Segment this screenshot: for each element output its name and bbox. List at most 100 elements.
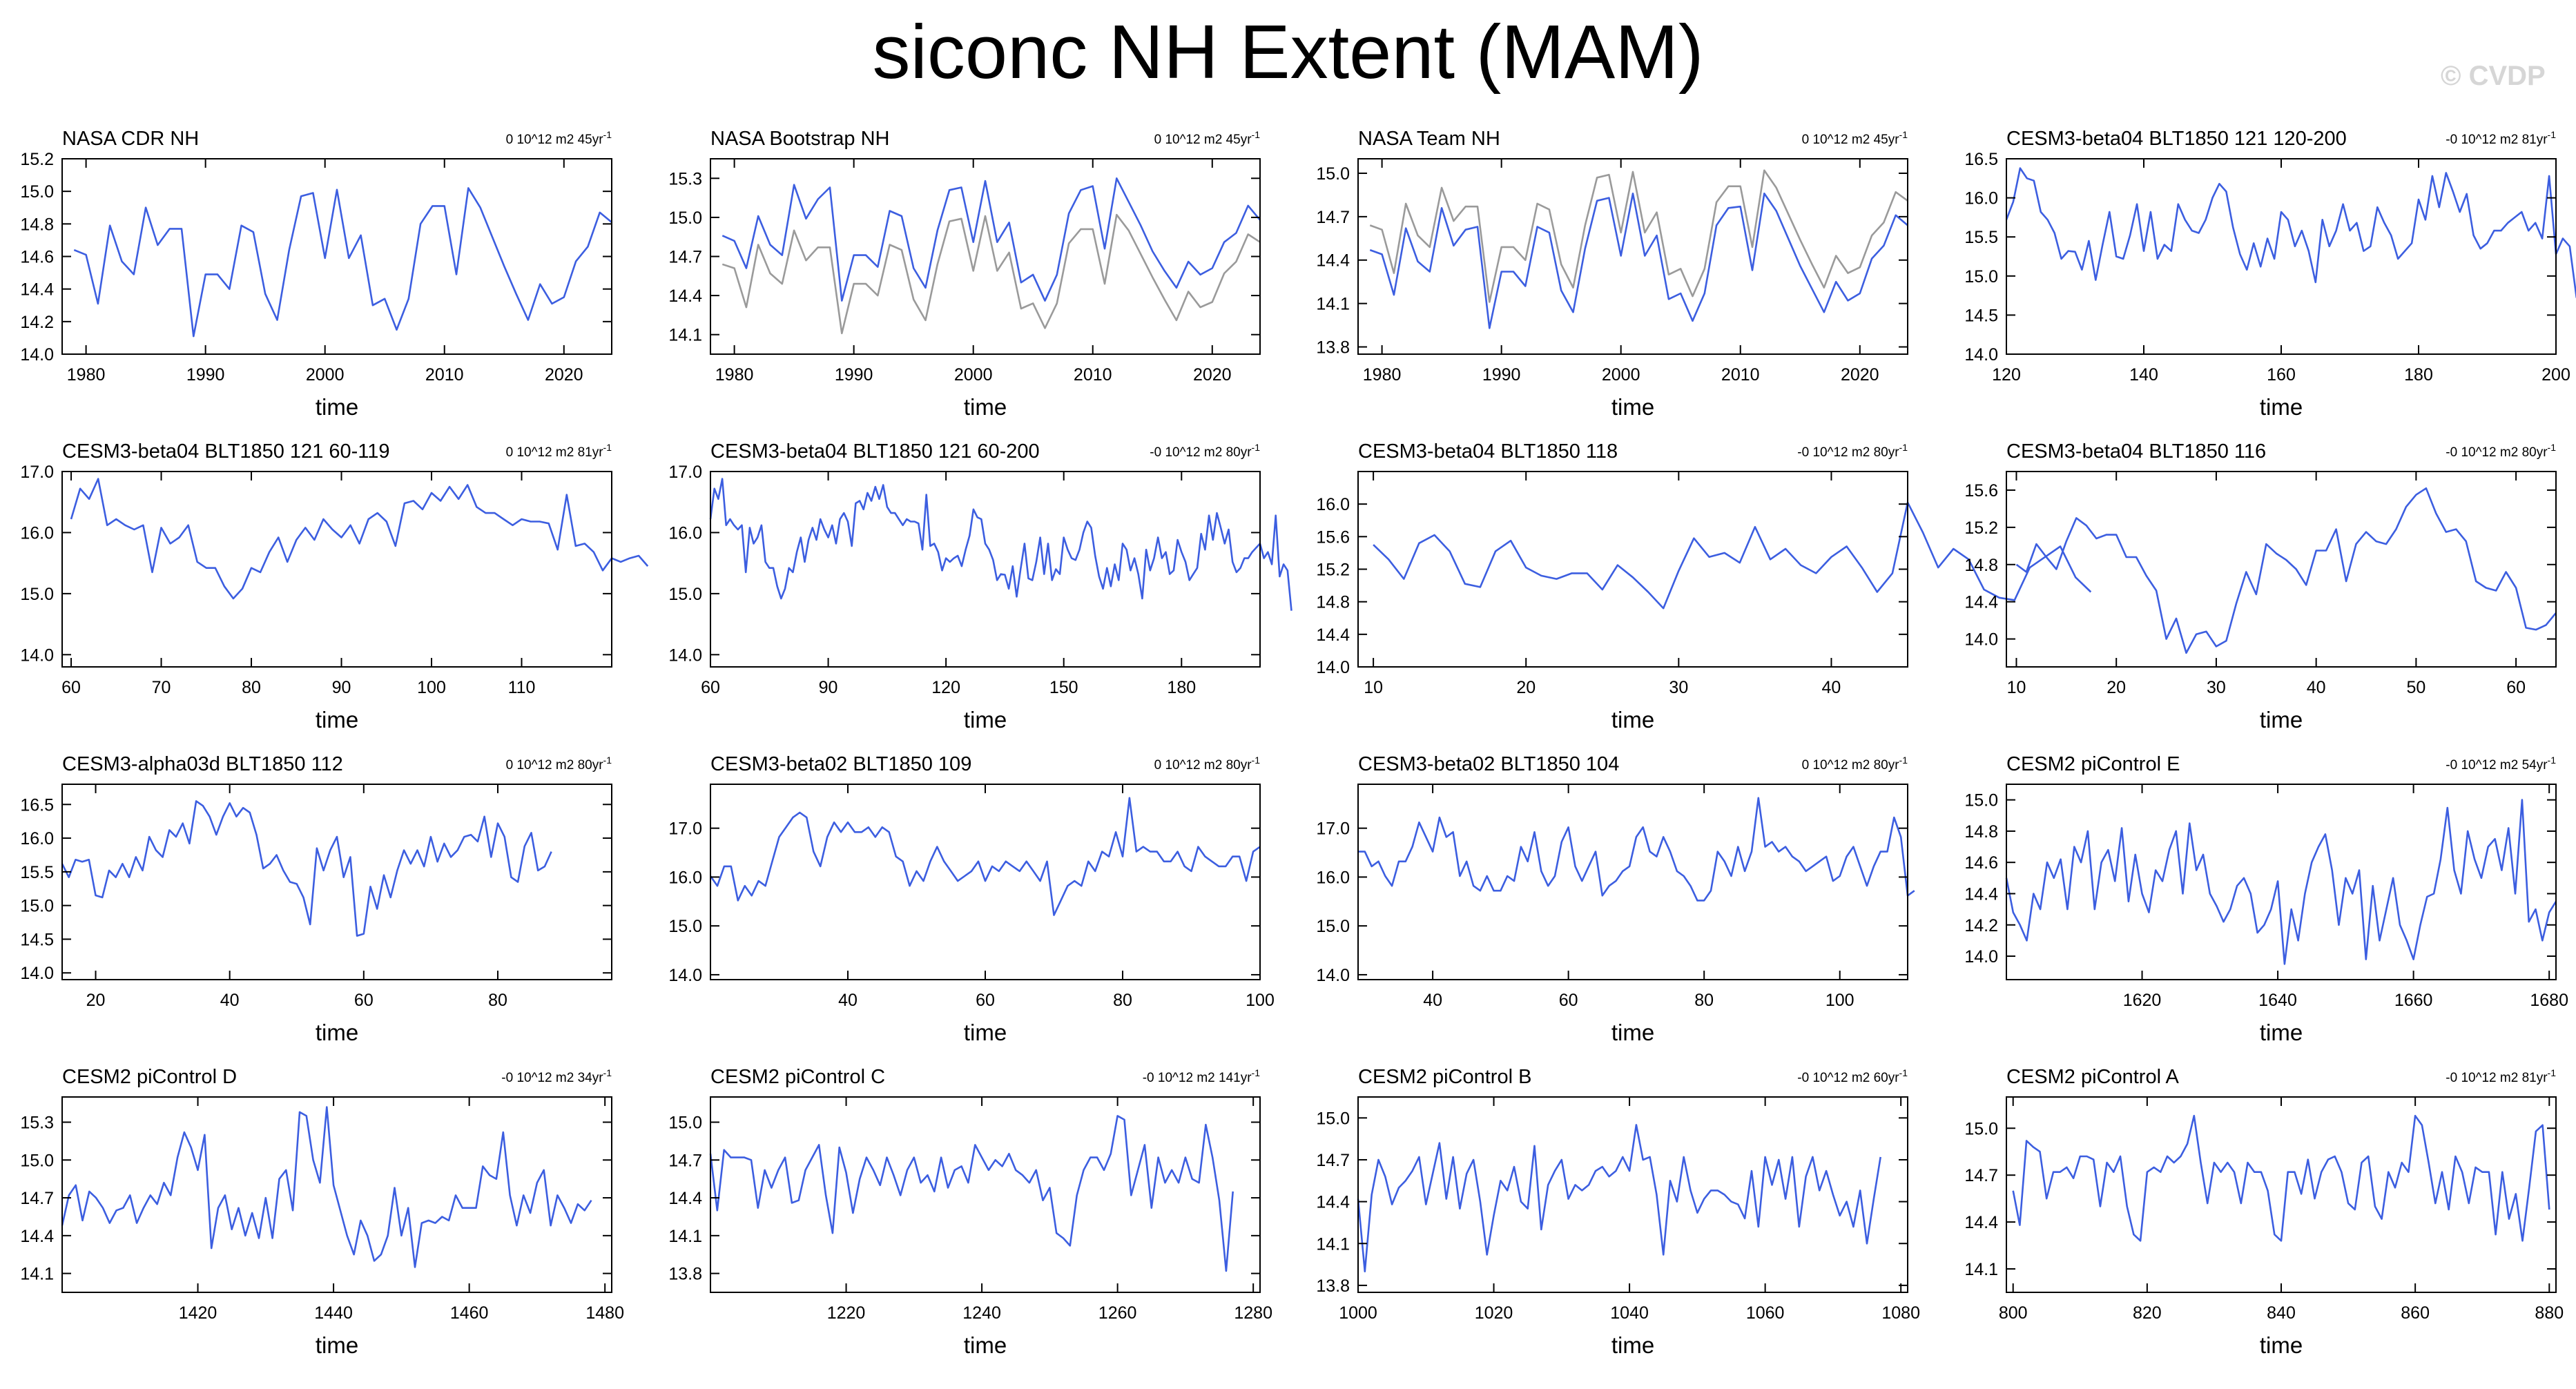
- x-tick-label: 60: [2506, 678, 2526, 697]
- panel-title: CESM3-beta04 BLT1850 121 120-200: [2006, 128, 2347, 150]
- chart-panel: 10 20 30 40 14.0 14.4 14.8 15.2 15.6 16.0 CESM3-be…: [1316, 440, 2092, 732]
- x-tick-label: 120: [931, 678, 960, 697]
- x-tick-label: 880: [2535, 1303, 2564, 1323]
- chart-panel: 40 60 80 100 14.0 15.0 16.0 17.0 CESM3-beta02 BL…: [668, 753, 1275, 1045]
- series-line: [709, 797, 1261, 916]
- series-line: [1373, 501, 2092, 610]
- y-tick-label: 14.1: [1316, 295, 1350, 314]
- x-tick-label: 100: [1826, 991, 1854, 1010]
- x-tick-label: 200: [2541, 365, 2570, 385]
- x-axis-label: time: [1611, 1020, 1654, 1045]
- panel-title: NASA CDR NH: [62, 128, 199, 150]
- y-tick-label: 14.4: [1316, 251, 1350, 271]
- x-tick-label: 140: [2129, 365, 2158, 385]
- y-tick-label: 15.0: [20, 182, 54, 202]
- x-tick-label: 2010: [425, 365, 464, 385]
- x-tick-label: 1080: [1881, 1303, 1920, 1323]
- x-tick-label: 20: [2107, 678, 2126, 697]
- chart-panel: 800 820 840 860 880 14.1 14.4 14.7 15.0 CESM2 piC…: [1964, 1066, 2564, 1358]
- y-tick-label: 16.5: [1964, 150, 1998, 169]
- y-tick-label: 13.8: [668, 1265, 702, 1284]
- y-tick-label: 16.0: [20, 829, 54, 848]
- x-tick-label: 80: [488, 991, 507, 1010]
- y-tick-label: 14.4: [1964, 1213, 1998, 1232]
- panel-title: CESM3-alpha03d BLT1850 112: [62, 753, 343, 775]
- plot-frame: [710, 1096, 1261, 1293]
- trend-label: -0 10^12 m2 80yr-1: [1797, 442, 1908, 460]
- trend-label: 0 10^12 m2 45yr-1: [1802, 129, 1908, 147]
- y-tick-label: 16.0: [1964, 189, 1998, 208]
- y-tick-label: 16.5: [20, 795, 54, 815]
- y-tick-label: 17.0: [668, 463, 702, 482]
- y-tick-label: 14.1: [1964, 1260, 1998, 1279]
- y-tick-label: 14.2: [20, 313, 54, 332]
- y-tick-label: 16.0: [20, 523, 54, 543]
- series-line: [61, 800, 552, 937]
- x-tick-label: 90: [819, 678, 838, 697]
- x-tick-label: 100: [417, 678, 446, 697]
- chart-panel: 120 140 160 180 200 14.0 14.5 15.0 15.5 16.0 16.5 C…: [1964, 128, 2576, 420]
- y-tick-label: 15.5: [20, 863, 54, 882]
- y-tick-label: 14.7: [668, 248, 702, 267]
- x-axis-label: time: [2260, 707, 2303, 732]
- y-tick-label: 14.0: [1964, 947, 1998, 967]
- x-tick-label: 840: [2267, 1303, 2296, 1323]
- x-tick-label: 40: [1423, 991, 1442, 1010]
- x-tick-label: 1260: [1098, 1303, 1137, 1323]
- x-tick-label: 1040: [1610, 1303, 1649, 1323]
- x-tick-label: 80: [1694, 991, 1714, 1010]
- panel-title: NASA Bootstrap NH: [710, 128, 890, 150]
- x-axis-label: time: [2260, 1332, 2303, 1358]
- x-axis-label: time: [964, 1020, 1007, 1045]
- panel-title: CESM3-beta04 BLT1850 121 60-200: [710, 440, 1040, 463]
- chart-panel: 1420 1440 1460 1480 14.1 14.4 14.7 15.0 15.3 CESM…: [20, 1066, 624, 1358]
- x-tick-label: 30: [1669, 678, 1688, 697]
- x-axis-label: time: [964, 707, 1007, 732]
- x-tick-label: 60: [1559, 991, 1578, 1010]
- x-axis-label: time: [316, 394, 358, 420]
- plot-frame: [2006, 784, 2557, 980]
- y-tick-label: 14.0: [1316, 966, 1350, 985]
- y-tick-label: 15.0: [20, 897, 54, 916]
- y-tick-label: 14.0: [1964, 630, 1998, 650]
- cvdp-watermark: © CVDP: [2441, 61, 2546, 91]
- panel-title: CESM3-beta04 BLT1850 118: [1358, 440, 1618, 463]
- series-line: [2015, 487, 2557, 654]
- x-tick-label: 20: [1516, 678, 1536, 697]
- y-tick-label: 15.2: [1964, 518, 1998, 538]
- x-tick-label: 1280: [1234, 1303, 1272, 1323]
- x-tick-label: 1680: [2530, 991, 2568, 1010]
- series-line: [709, 478, 1292, 611]
- chart-panel: 1000 1020 1040 1060 1080 13.8 14.1 14.4 14.7 15.0…: [1316, 1066, 1920, 1358]
- trend-label: 0 10^12 m2 80yr-1: [1802, 755, 1908, 773]
- x-tick-label: 2020: [1841, 365, 1879, 385]
- y-tick-label: 15.0: [1316, 917, 1350, 936]
- x-tick-label: 2000: [1602, 365, 1640, 385]
- x-tick-label: 2010: [1074, 365, 1112, 385]
- x-tick-label: 80: [1113, 991, 1132, 1010]
- x-tick-label: 50: [2406, 678, 2425, 697]
- series-line: [73, 187, 612, 338]
- x-tick-label: 60: [354, 991, 374, 1010]
- y-tick-label: 15.6: [1964, 481, 1998, 501]
- x-tick-label: 120: [1992, 365, 2021, 385]
- plot-frame: [61, 784, 612, 980]
- trend-label: 0 10^12 m2 45yr-1: [506, 129, 612, 147]
- x-tick-label: 160: [2267, 365, 2296, 385]
- trend-label: -0 10^12 m2 80yr-1: [2446, 442, 2556, 460]
- x-axis-label: time: [1611, 394, 1654, 420]
- x-tick-label: 1640: [2258, 991, 2297, 1010]
- y-tick-label: 14.0: [668, 966, 702, 985]
- trend-label: -0 10^12 m2 34yr-1: [501, 1067, 612, 1085]
- trend-label: 0 10^12 m2 80yr-1: [506, 755, 612, 773]
- y-tick-label: 14.7: [20, 1189, 54, 1208]
- trend-label: 0 10^12 m2 45yr-1: [1154, 129, 1261, 147]
- x-tick-label: 90: [332, 678, 351, 697]
- y-tick-label: 14.0: [668, 645, 702, 665]
- chart-panel: 1980 1990 2000 2010 2020 14.1 14.4 14.7 15.0 15.3…: [668, 128, 1261, 420]
- x-tick-label: 2010: [1721, 365, 1760, 385]
- y-tick-label: 15.0: [668, 585, 702, 604]
- chart-panel: 1980 1990 2000 2010 2020 14.0 14.2 14.4 14.6 14.8…: [20, 128, 612, 420]
- x-tick-label: 40: [838, 991, 858, 1010]
